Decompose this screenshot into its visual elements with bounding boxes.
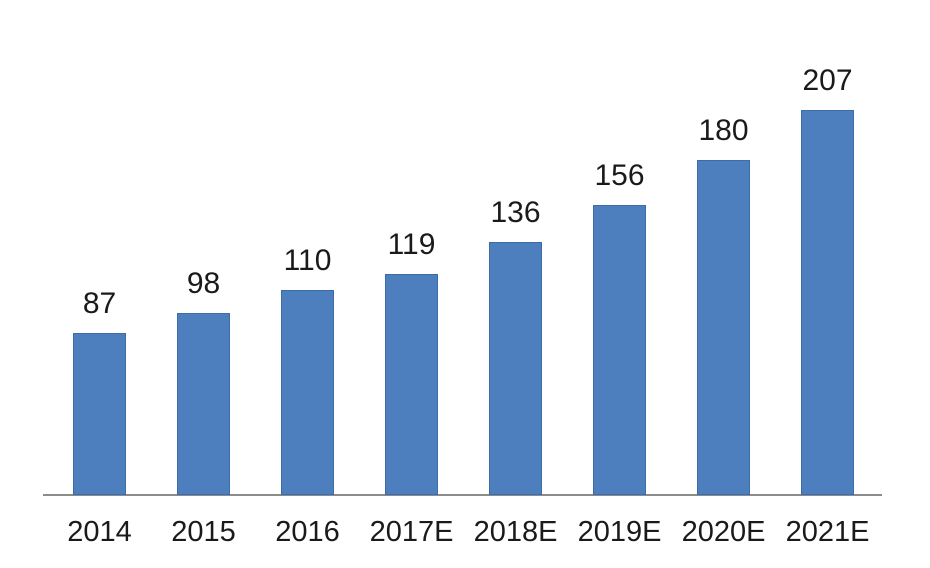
bar-value-label: 119: [387, 228, 436, 261]
x-axis-tick-label: 2016: [275, 516, 340, 548]
bar-value-label: 136: [490, 196, 541, 229]
bar: [489, 242, 542, 495]
x-axis-tick-label: 2019E: [577, 516, 662, 548]
bar-value-label: 207: [802, 64, 853, 97]
bar: [281, 290, 334, 495]
x-axis-tick-label: 2017E: [369, 516, 454, 548]
bar-value-label: 180: [698, 114, 749, 147]
x-axis-tick-label: 2014: [67, 516, 132, 548]
x-axis-tick-label: 2018E: [473, 516, 558, 548]
bar: [385, 274, 438, 495]
x-axis-tick-label: 2020E: [681, 516, 766, 548]
bar: [801, 110, 854, 495]
bar: [593, 205, 646, 495]
bar-value-label: 87: [82, 287, 117, 320]
x-axis-line: [43, 494, 882, 496]
bar: [177, 313, 230, 495]
x-axis-tick-label: 2015: [171, 516, 236, 548]
bar-value-label: 156: [594, 159, 645, 192]
bar-value-label: 98: [186, 267, 221, 300]
bar: [73, 333, 126, 495]
x-axis-tick-label: 2021E: [785, 516, 870, 548]
bar-value-label: 110: [283, 244, 332, 277]
bar: [697, 160, 750, 495]
